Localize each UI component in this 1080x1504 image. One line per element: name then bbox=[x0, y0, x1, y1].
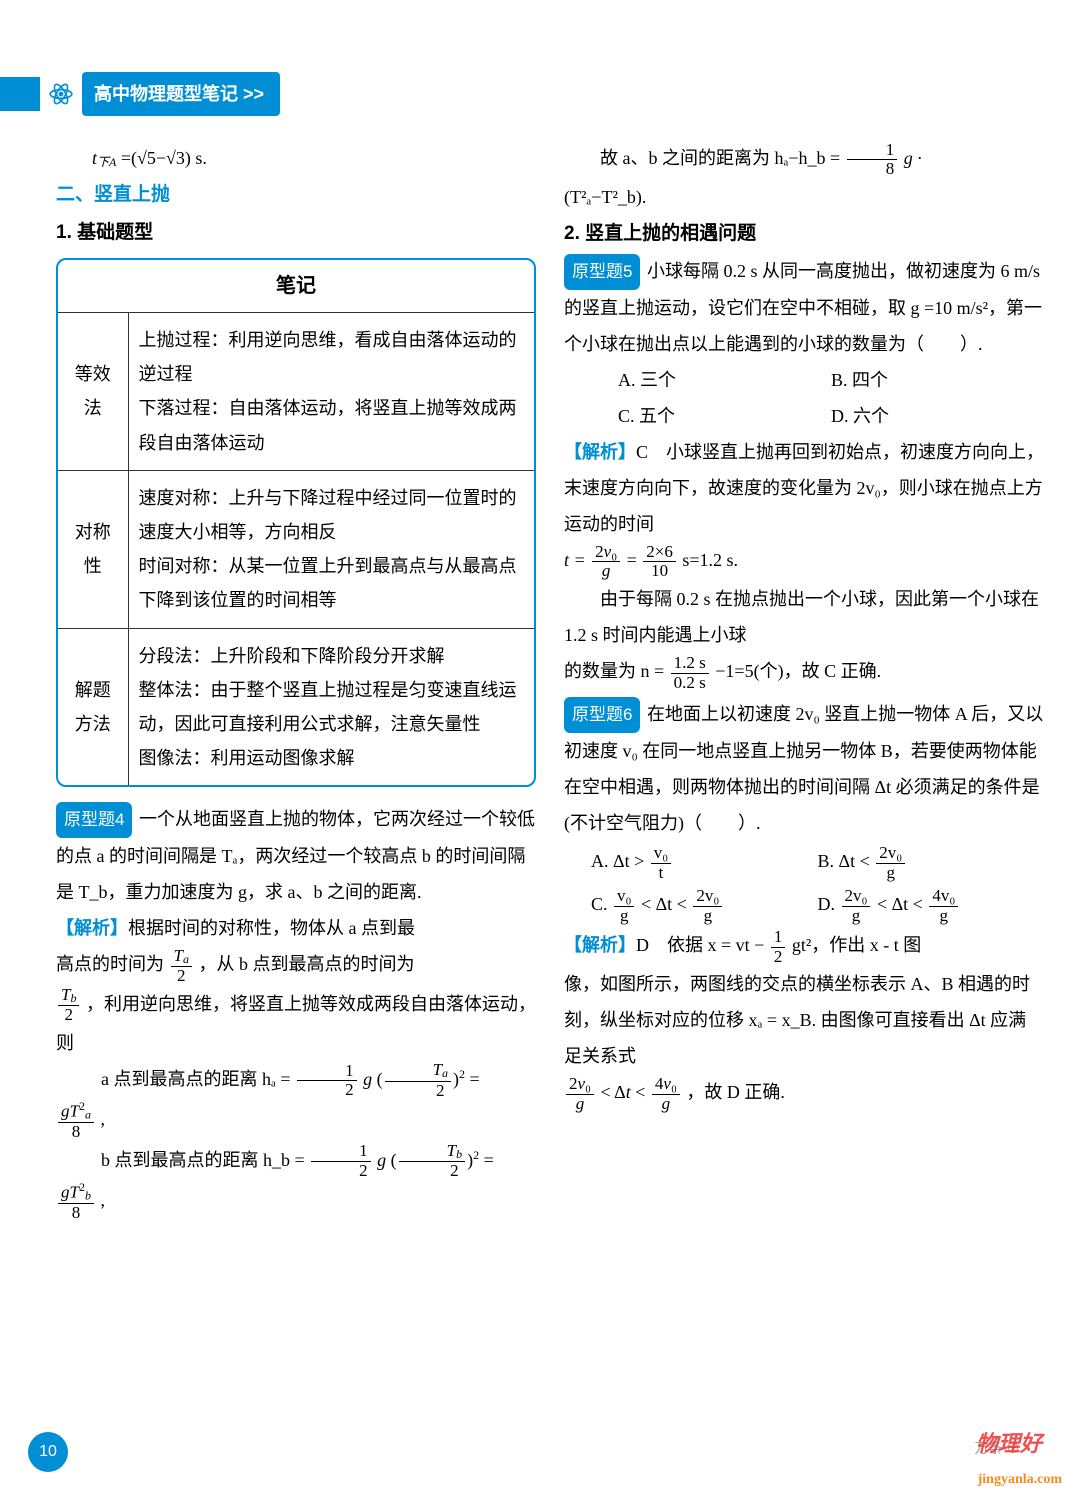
question-6: 原型题6 在地面上以初速度 2v₀ 竖直上抛一物体 A 后，又以初速度 v₀ 在… bbox=[564, 696, 1044, 841]
notes-text: 上抛过程：利用逆向思维，看成自由落体运动的逆过程 下落过程：自由落体运动，将竖直… bbox=[128, 313, 534, 470]
question-5: 原型题5 小球每隔 0.2 s 从同一高度抛出，做初速度为 6 m/s 的竖直上… bbox=[564, 253, 1044, 362]
question-pill: 原型题5 bbox=[564, 254, 640, 290]
question-4: 原型题4 一个从地面竖直上抛的物体，它两次经过一个较低的点 a 的时间间隔是 T… bbox=[56, 801, 536, 910]
solution-line: 高点的时间为 Ta2 ，从 b 点到最高点的时间为 bbox=[56, 946, 536, 985]
table-row: 解题 方法 分段法：上升阶段和下降阶段分开求解 整体法：由于整个竖直上抛过程是匀… bbox=[58, 628, 534, 785]
jiexi-label: 【解析】 bbox=[564, 442, 636, 462]
solution-line: Tb2 ，利用逆向思维，将竖直上抛等效成两段自由落体运动，则 bbox=[56, 986, 536, 1061]
option: C. 五个 bbox=[618, 398, 831, 434]
solution-6: 【解析】D 依据 x = vt − 12 gt²，作出 x - t 图 bbox=[564, 927, 1044, 966]
option: B. Δt < 2v₀g bbox=[818, 841, 1045, 884]
solution-line: a 点到最高点的距离 hₐ = 12 g (Ta2)2 = bbox=[56, 1061, 536, 1100]
question-pill: 原型题6 bbox=[564, 697, 640, 733]
watermark-red: 物理好 bbox=[976, 1422, 1042, 1466]
table-row: 对称性 速度对称：上升与下降过程中经过同一位置时的速度大小相等，方向相反 时间对… bbox=[58, 470, 534, 628]
options-5: A. 三个 B. 四个 C. 五个 D. 六个 bbox=[564, 362, 1044, 434]
solution-line: 2v₀g < Δt < 4v₀g ，故 D 正确. bbox=[564, 1074, 1044, 1113]
question-pill: 原型题4 bbox=[56, 802, 132, 838]
jiexi-label: 【解析】 bbox=[564, 935, 636, 955]
solution-line: 像，如图所示，两图线的交点的横坐标表示 A、B 相遇的时刻，纵坐标对应的位移 x… bbox=[564, 966, 1044, 1074]
page-title: 高中物理题型笔记 >> bbox=[82, 72, 280, 116]
solution-line: 由于每隔 0.2 s 在抛点抛出一个小球，因此第一个小球在 1.2 s 时间内能… bbox=[564, 581, 1044, 653]
notes-box: 笔记 等效法 上抛过程：利用逆向思维，看成自由落体运动的逆过程 下落过程：自由落… bbox=[56, 258, 536, 787]
option: D. 六个 bbox=[831, 398, 1044, 434]
page-header: 高中物理题型笔记 >> bbox=[0, 72, 280, 116]
option: A. 三个 bbox=[618, 362, 831, 398]
section-title-blue: 二、竖直上抛 bbox=[56, 176, 536, 214]
solution-line: gT2b8 , bbox=[56, 1181, 536, 1223]
solution-line: t = 2v₀g = 2×610 s=1.2 s. bbox=[564, 542, 1044, 581]
options-6: A. Δt > v₀t B. Δt < 2v₀g C. v₀g < Δt < 2… bbox=[564, 841, 1044, 927]
notes-label: 等效法 bbox=[58, 313, 128, 470]
option: A. Δt > v₀t bbox=[591, 841, 818, 884]
notes-label: 解题 方法 bbox=[58, 628, 128, 785]
solution-line: b 点到最高点的距离 h_b = 12 g (Tb2)2 = bbox=[56, 1142, 536, 1181]
left-column: t下A =(√5−√3) s. 二、竖直上抛 1. 基础题型 笔记 等效法 上抛… bbox=[56, 140, 536, 1223]
content-area: t下A =(√5−√3) s. 二、竖直上抛 1. 基础题型 笔记 等效法 上抛… bbox=[56, 140, 1044, 1223]
solution-line: (T²ₐ−T²_b). bbox=[564, 179, 1044, 215]
table-row: 等效法 上抛过程：利用逆向思维，看成自由落体运动的逆过程 下落过程：自由落体运动… bbox=[58, 313, 534, 470]
jiexi-label: 【解析】 bbox=[56, 918, 128, 938]
page-number: 10 bbox=[28, 1432, 68, 1472]
notes-label: 对称性 bbox=[58, 470, 128, 628]
solution-4: 【解析】根据时间的对称性，物体从 a 点到最 bbox=[56, 910, 536, 946]
solution-line: 故 a、b 之间的距离为 hₐ−h_b = 18 g · bbox=[564, 140, 1044, 179]
header-tab bbox=[0, 77, 40, 111]
solution-line: 的数量为 n = 1.2 s0.2 s −1=5(个)，故 C 正确. bbox=[564, 653, 1044, 692]
watermark-url: jingyanla.com bbox=[978, 1466, 1062, 1494]
notes-title: 笔记 bbox=[58, 260, 534, 313]
notes-text: 速度对称：上升与下降过程中经过同一位置时的速度大小相等，方向相反 时间对称：从某… bbox=[128, 470, 534, 628]
notes-text: 分段法：上升阶段和下降阶段分开求解 整体法：由于整个竖直上抛过程是匀变速直线运动… bbox=[128, 628, 534, 785]
section-title: 2. 竖直上抛的相遇问题 bbox=[564, 215, 1044, 253]
section-title: 1. 基础题型 bbox=[56, 214, 536, 252]
option: B. 四个 bbox=[831, 362, 1044, 398]
option: C. v₀g < Δt < 2v₀g bbox=[591, 884, 818, 927]
right-column: 故 a、b 之间的距离为 hₐ−h_b = 18 g · (T²ₐ−T²_b).… bbox=[564, 140, 1044, 1223]
solution-line: gT2a8 , bbox=[56, 1100, 536, 1142]
atom-icon bbox=[46, 79, 76, 109]
solution-5: 【解析】C 小球竖直上抛再回到初始点，初速度方向向上，末速度方向向下，故速度的变… bbox=[564, 434, 1044, 542]
eq-line: t下A =(√5−√3) s. bbox=[56, 140, 536, 176]
notes-table: 等效法 上抛过程：利用逆向思维，看成自由落体运动的逆过程 下落过程：自由落体运动… bbox=[58, 313, 534, 785]
option: D. 2v₀g < Δt < 4v₀g bbox=[818, 884, 1045, 927]
